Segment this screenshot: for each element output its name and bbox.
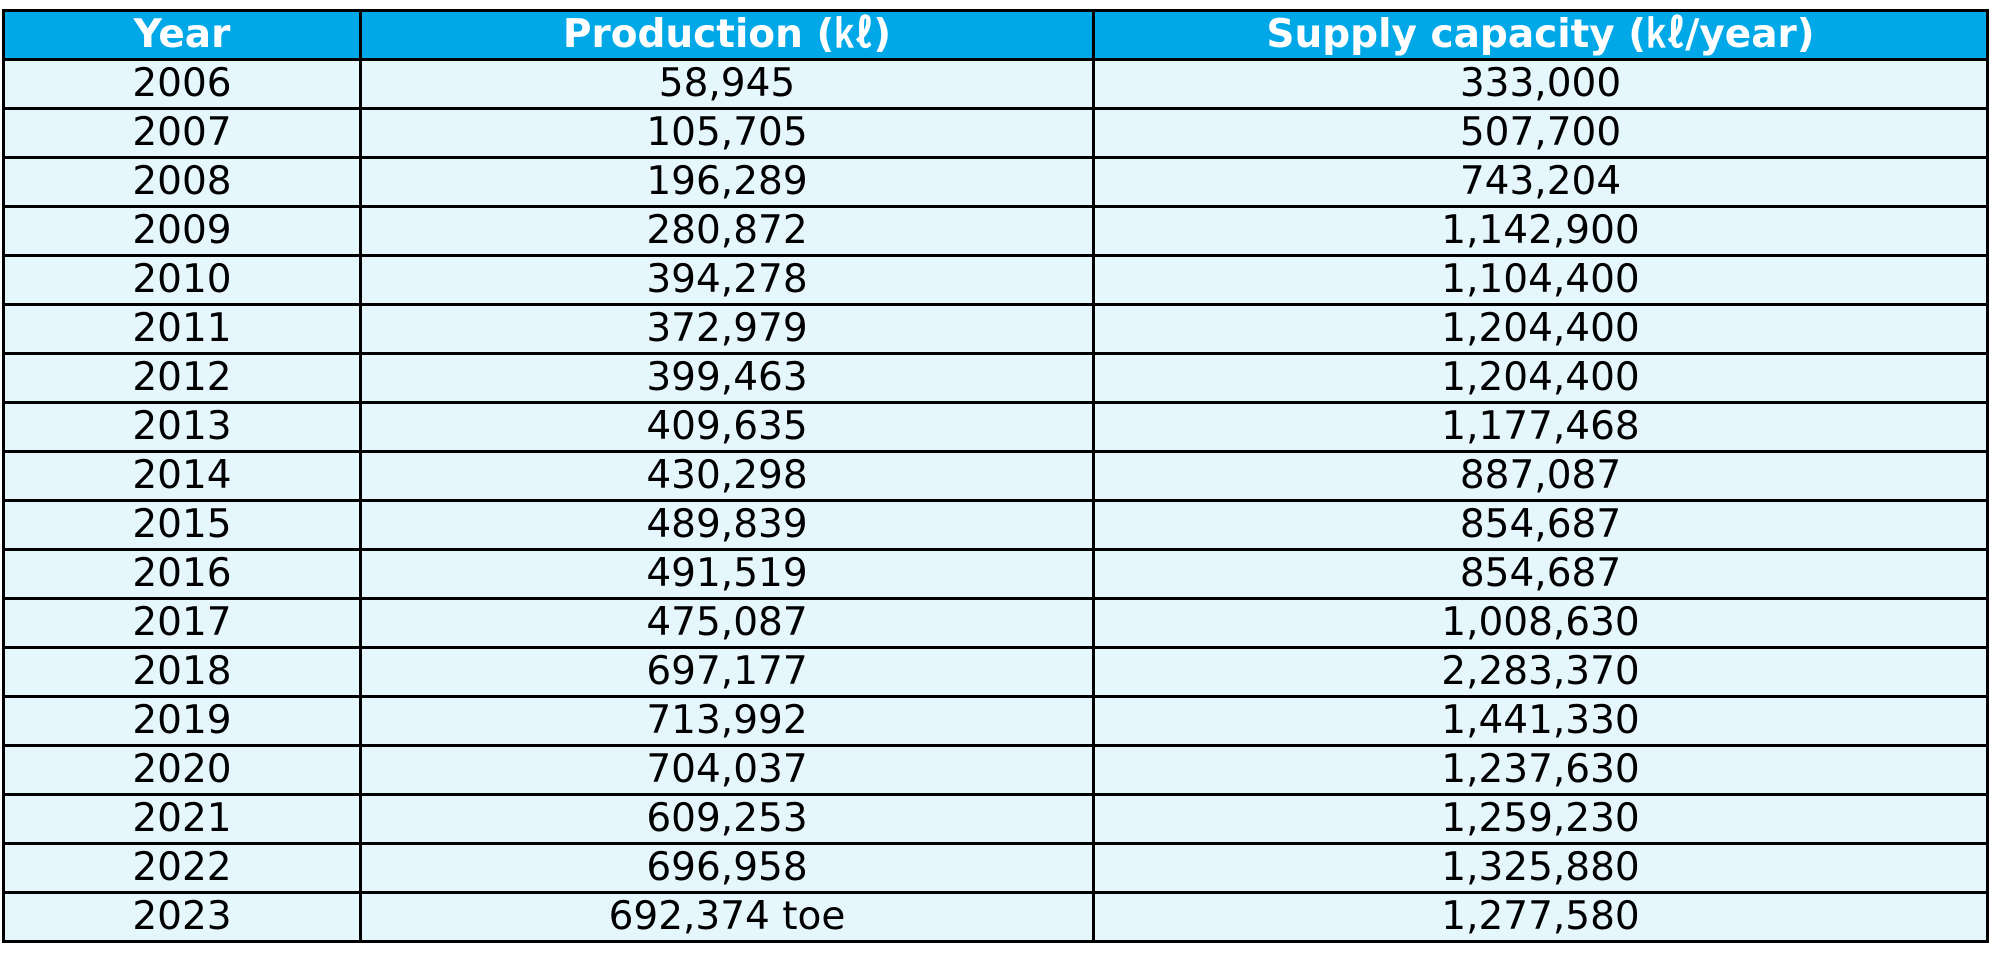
table-row: 2022 696,958 1,325,880 — [2, 842, 1989, 894]
cell-year: 2007 — [2, 107, 362, 159]
table-row: 2016 491,519 854,687 — [2, 548, 1989, 600]
cell-production: 105,705 — [359, 107, 1095, 159]
cell-production: 489,839 — [359, 499, 1095, 551]
column-header-supply-capacity: Supply capacity (㎘/year) — [1092, 9, 1989, 61]
cell-production: 372,979 — [359, 303, 1095, 355]
cell-production: 609,253 — [359, 793, 1095, 845]
table-row: 2021 609,253 1,259,230 — [2, 793, 1989, 845]
cell-supply-capacity: 1,008,630 — [1092, 597, 1989, 649]
table-row: 2020 704,037 1,237,630 — [2, 744, 1989, 796]
table-header: Year Production (㎘) Supply capacity (㎘/y… — [2, 9, 1989, 61]
cell-production: 394,278 — [359, 254, 1095, 306]
cell-production: 697,177 — [359, 646, 1095, 698]
cell-supply-capacity: 1,237,630 — [1092, 744, 1989, 796]
cell-supply-capacity: 1,325,880 — [1092, 842, 1989, 894]
cell-production: 713,992 — [359, 695, 1095, 747]
cell-production: 696,958 — [359, 842, 1095, 894]
cell-production: 430,298 — [359, 450, 1095, 502]
cell-supply-capacity: 1,441,330 — [1092, 695, 1989, 747]
cell-year: 2012 — [2, 352, 362, 404]
cell-production: 58,945 — [359, 58, 1095, 110]
cell-supply-capacity: 1,259,230 — [1092, 793, 1989, 845]
cell-production: 399,463 — [359, 352, 1095, 404]
cell-supply-capacity: 743,204 — [1092, 156, 1989, 208]
table-row: 2007 105,705 507,700 — [2, 107, 1989, 159]
cell-supply-capacity: 1,177,468 — [1092, 401, 1989, 453]
table-row: 2019 713,992 1,441,330 — [2, 695, 1989, 747]
table-row: 2011 372,979 1,204,400 — [2, 303, 1989, 355]
cell-production: 280,872 — [359, 205, 1095, 257]
cell-production: 692,374 toe — [359, 891, 1095, 943]
cell-supply-capacity: 1,204,400 — [1092, 303, 1989, 355]
cell-production: 409,635 — [359, 401, 1095, 453]
cell-year: 2023 — [2, 891, 362, 943]
cell-year: 2019 — [2, 695, 362, 747]
cell-year: 2008 — [2, 156, 362, 208]
table-row: 2012 399,463 1,204,400 — [2, 352, 1989, 404]
cell-supply-capacity: 887,087 — [1092, 450, 1989, 502]
cell-supply-capacity: 1,104,400 — [1092, 254, 1989, 306]
table-row: 2013 409,635 1,177,468 — [2, 401, 1989, 453]
cell-year: 2015 — [2, 499, 362, 551]
table-row: 2015 489,839 854,687 — [2, 499, 1989, 551]
cell-production: 196,289 — [359, 156, 1095, 208]
table-container: Year Production (㎘) Supply capacity (㎘/y… — [2, 9, 1989, 943]
cell-year: 2021 — [2, 793, 362, 845]
cell-supply-capacity: 1,204,400 — [1092, 352, 1989, 404]
cell-supply-capacity: 333,000 — [1092, 58, 1989, 110]
cell-supply-capacity: 854,687 — [1092, 548, 1989, 600]
cell-year: 2022 — [2, 842, 362, 894]
cell-year: 2017 — [2, 597, 362, 649]
cell-supply-capacity: 1,142,900 — [1092, 205, 1989, 257]
table-row: 2006 58,945 333,000 — [2, 58, 1989, 110]
cell-supply-capacity: 854,687 — [1092, 499, 1989, 551]
table-body: 2006 58,945 333,000 2007 105,705 507,700 2008 1… — [2, 58, 1989, 943]
cell-supply-capacity: 2,283,370 — [1092, 646, 1989, 698]
table-row: 2008 196,289 743,204 — [2, 156, 1989, 208]
table-row: 2014 430,298 887,087 — [2, 450, 1989, 502]
cell-production: 704,037 — [359, 744, 1095, 796]
cell-year: 2009 — [2, 205, 362, 257]
cell-production: 491,519 — [359, 548, 1095, 600]
header-row: Year Production (㎘) Supply capacity (㎘/y… — [2, 9, 1989, 61]
column-header-production: Production (㎘) — [359, 9, 1095, 61]
cell-year: 2014 — [2, 450, 362, 502]
cell-supply-capacity: 1,277,580 — [1092, 891, 1989, 943]
cell-production: 475,087 — [359, 597, 1095, 649]
table-row: 2010 394,278 1,104,400 — [2, 254, 1989, 306]
table-row: 2018 697,177 2,283,370 — [2, 646, 1989, 698]
cell-supply-capacity: 507,700 — [1092, 107, 1989, 159]
cell-year: 2020 — [2, 744, 362, 796]
cell-year: 2011 — [2, 303, 362, 355]
column-header-year: Year — [2, 9, 362, 61]
cell-year: 2010 — [2, 254, 362, 306]
cell-year: 2016 — [2, 548, 362, 600]
cell-year: 2013 — [2, 401, 362, 453]
table-row: 2017 475,087 1,008,630 — [2, 597, 1989, 649]
cell-year: 2018 — [2, 646, 362, 698]
table-row: 2023 692,374 toe 1,277,580 — [2, 891, 1989, 943]
cell-year: 2006 — [2, 58, 362, 110]
biodiesel-table: Year Production (㎘) Supply capacity (㎘/y… — [2, 9, 1989, 943]
table-row: 2009 280,872 1,142,900 — [2, 205, 1989, 257]
